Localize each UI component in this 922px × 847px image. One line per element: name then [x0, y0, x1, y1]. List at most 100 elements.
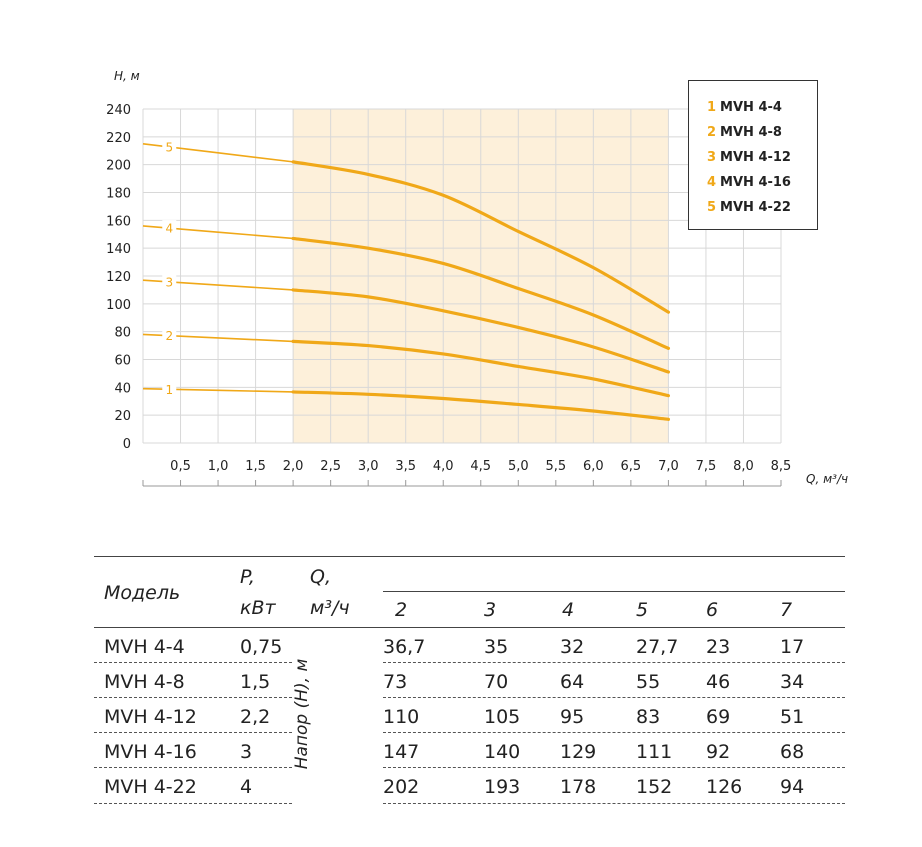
series-line	[291, 160, 671, 314]
table-cell-model: MVH 4-4	[104, 636, 185, 658]
table-cell-head: 55	[636, 671, 661, 693]
table-cell-model: MVH 4-12	[104, 706, 197, 728]
table-cell-head: 17	[780, 636, 805, 658]
table-cell-head: 27,7	[636, 636, 679, 658]
table-cell-head: 73	[383, 671, 408, 693]
row-separator	[383, 767, 845, 768]
header-model: Модель	[104, 582, 181, 604]
row-separator	[94, 767, 292, 768]
table-cell-head: 68	[780, 741, 805, 763]
legend-item: 1 MVH 4-4	[707, 100, 782, 115]
table-cell-head: 64	[560, 671, 585, 693]
table-cell-head: 152	[636, 776, 673, 798]
curve-number-label: 3	[165, 275, 173, 289]
x-tick-label: 1,5	[245, 459, 266, 474]
table-cell-power: 0,75	[240, 636, 283, 658]
row-separator	[383, 697, 845, 698]
head-vertical-label: Напор (H), м	[292, 658, 312, 770]
table-cell-head: 94	[780, 776, 805, 798]
curve-number-label: 1	[165, 383, 173, 397]
row-separator	[94, 803, 292, 804]
x-tick-label: 1,0	[208, 459, 229, 474]
curve-number-label: 2	[165, 329, 173, 343]
table-cell-head: 46	[706, 671, 731, 693]
table-cell-power: 4	[240, 776, 253, 798]
curve-extension	[142, 142, 294, 163]
row-separator	[94, 732, 292, 733]
curve-extension	[142, 387, 294, 393]
chart-axes: 0 20 40 60 80 100 120 140 160 180 200 220 240 0,5 1,0 1…	[106, 103, 791, 487]
performance-table: Модель P, кВт Q, м³/ч 2 3 4 5 6 7 Напор …	[94, 556, 845, 806]
table-cell-head: 105	[484, 706, 521, 728]
table-cell-head: 193	[484, 776, 521, 798]
table-cell-head: 51	[780, 706, 805, 728]
table-cell-model: MVH 4-16	[104, 741, 197, 763]
x-tick-label: 7,0	[658, 459, 679, 474]
table-cell-head: 36,7	[383, 636, 426, 658]
x-tick-label: 3,0	[358, 459, 379, 474]
table-cell-power: 2,2	[240, 706, 271, 728]
curve-label-bg	[162, 138, 177, 155]
chart-curves: 1 2 3 4 5	[142, 138, 671, 421]
table-header-rule	[383, 591, 845, 592]
header-flow-value: 4	[562, 599, 575, 621]
table-cell-head: 147	[383, 741, 420, 763]
x-tick-label: 0,5	[170, 459, 191, 474]
curve-number-label: 4	[165, 222, 173, 236]
series-line	[291, 236, 671, 350]
y-tick-label: 20	[114, 409, 131, 424]
header-power: P,	[240, 566, 255, 588]
y-axis-label: H, м	[114, 69, 140, 83]
row-separator	[383, 732, 845, 733]
row-separator	[94, 662, 292, 663]
legend-item: 4 MVH 4-16	[707, 175, 791, 190]
y-tick-label: 240	[106, 103, 131, 118]
table-cell-head: 35	[484, 636, 509, 658]
table-cell-power: 3	[240, 741, 253, 763]
x-axis-label: Q, м³/ч	[806, 472, 848, 486]
table-cell-head: 34	[780, 671, 805, 693]
legend-item: 3 MVH 4-12	[707, 150, 791, 165]
x-tick-label: 6,0	[583, 459, 604, 474]
header-power-unit: кВт	[240, 597, 276, 619]
x-tick-label: 4,0	[433, 459, 454, 474]
x-tick-label: 4,5	[470, 459, 491, 474]
x-tick-label: 5,0	[508, 459, 529, 474]
table-cell-head: 70	[484, 671, 509, 693]
table-cell-head: 129	[560, 741, 597, 763]
y-tick-label: 40	[114, 381, 131, 396]
table-cell-model: MVH 4-8	[104, 671, 185, 693]
table-cell-head: 202	[383, 776, 420, 798]
legend-item: 2 MVH 4-8	[707, 125, 782, 140]
header-flow: Q,	[310, 566, 331, 588]
y-tick-label: 80	[114, 326, 131, 341]
table-cell-head: 111	[636, 741, 673, 763]
series-line	[291, 288, 671, 374]
x-tick-label: 2,5	[320, 459, 341, 474]
y-tick-label: 120	[106, 270, 131, 285]
table-cell-head: 32	[560, 636, 585, 658]
curve-extension	[142, 279, 294, 291]
row-separator	[383, 803, 845, 804]
table-cell-head: 92	[706, 741, 731, 763]
x-tick-label: 6,5	[621, 459, 642, 474]
curve-label-bg	[162, 327, 177, 344]
x-tick-label: 2,0	[283, 459, 304, 474]
table-top-rule	[94, 556, 845, 557]
x-tick-label: 8,0	[733, 459, 754, 474]
table-cell-head: 23	[706, 636, 731, 658]
y-tick-label: 0	[123, 437, 131, 452]
curve-extension	[142, 225, 294, 240]
table-cell-power: 1,5	[240, 671, 271, 693]
header-flow-unit: м³/ч	[310, 597, 350, 619]
pump-performance-chart: 0 20 40 60 80 100 120 140 160 180 200 220 240 0,5 1,0 1…	[106, 69, 848, 487]
y-tick-label: 220	[106, 131, 131, 146]
x-tick-label: 5,5	[545, 459, 566, 474]
header-flow-value: 5	[636, 599, 649, 621]
y-tick-label: 160	[106, 214, 131, 229]
curve-label-bg	[162, 273, 177, 290]
legend-item: 5 MVH 4-22	[707, 200, 791, 215]
table-cell-model: MVH 4-22	[104, 776, 197, 798]
y-tick-label: 60	[114, 354, 131, 369]
